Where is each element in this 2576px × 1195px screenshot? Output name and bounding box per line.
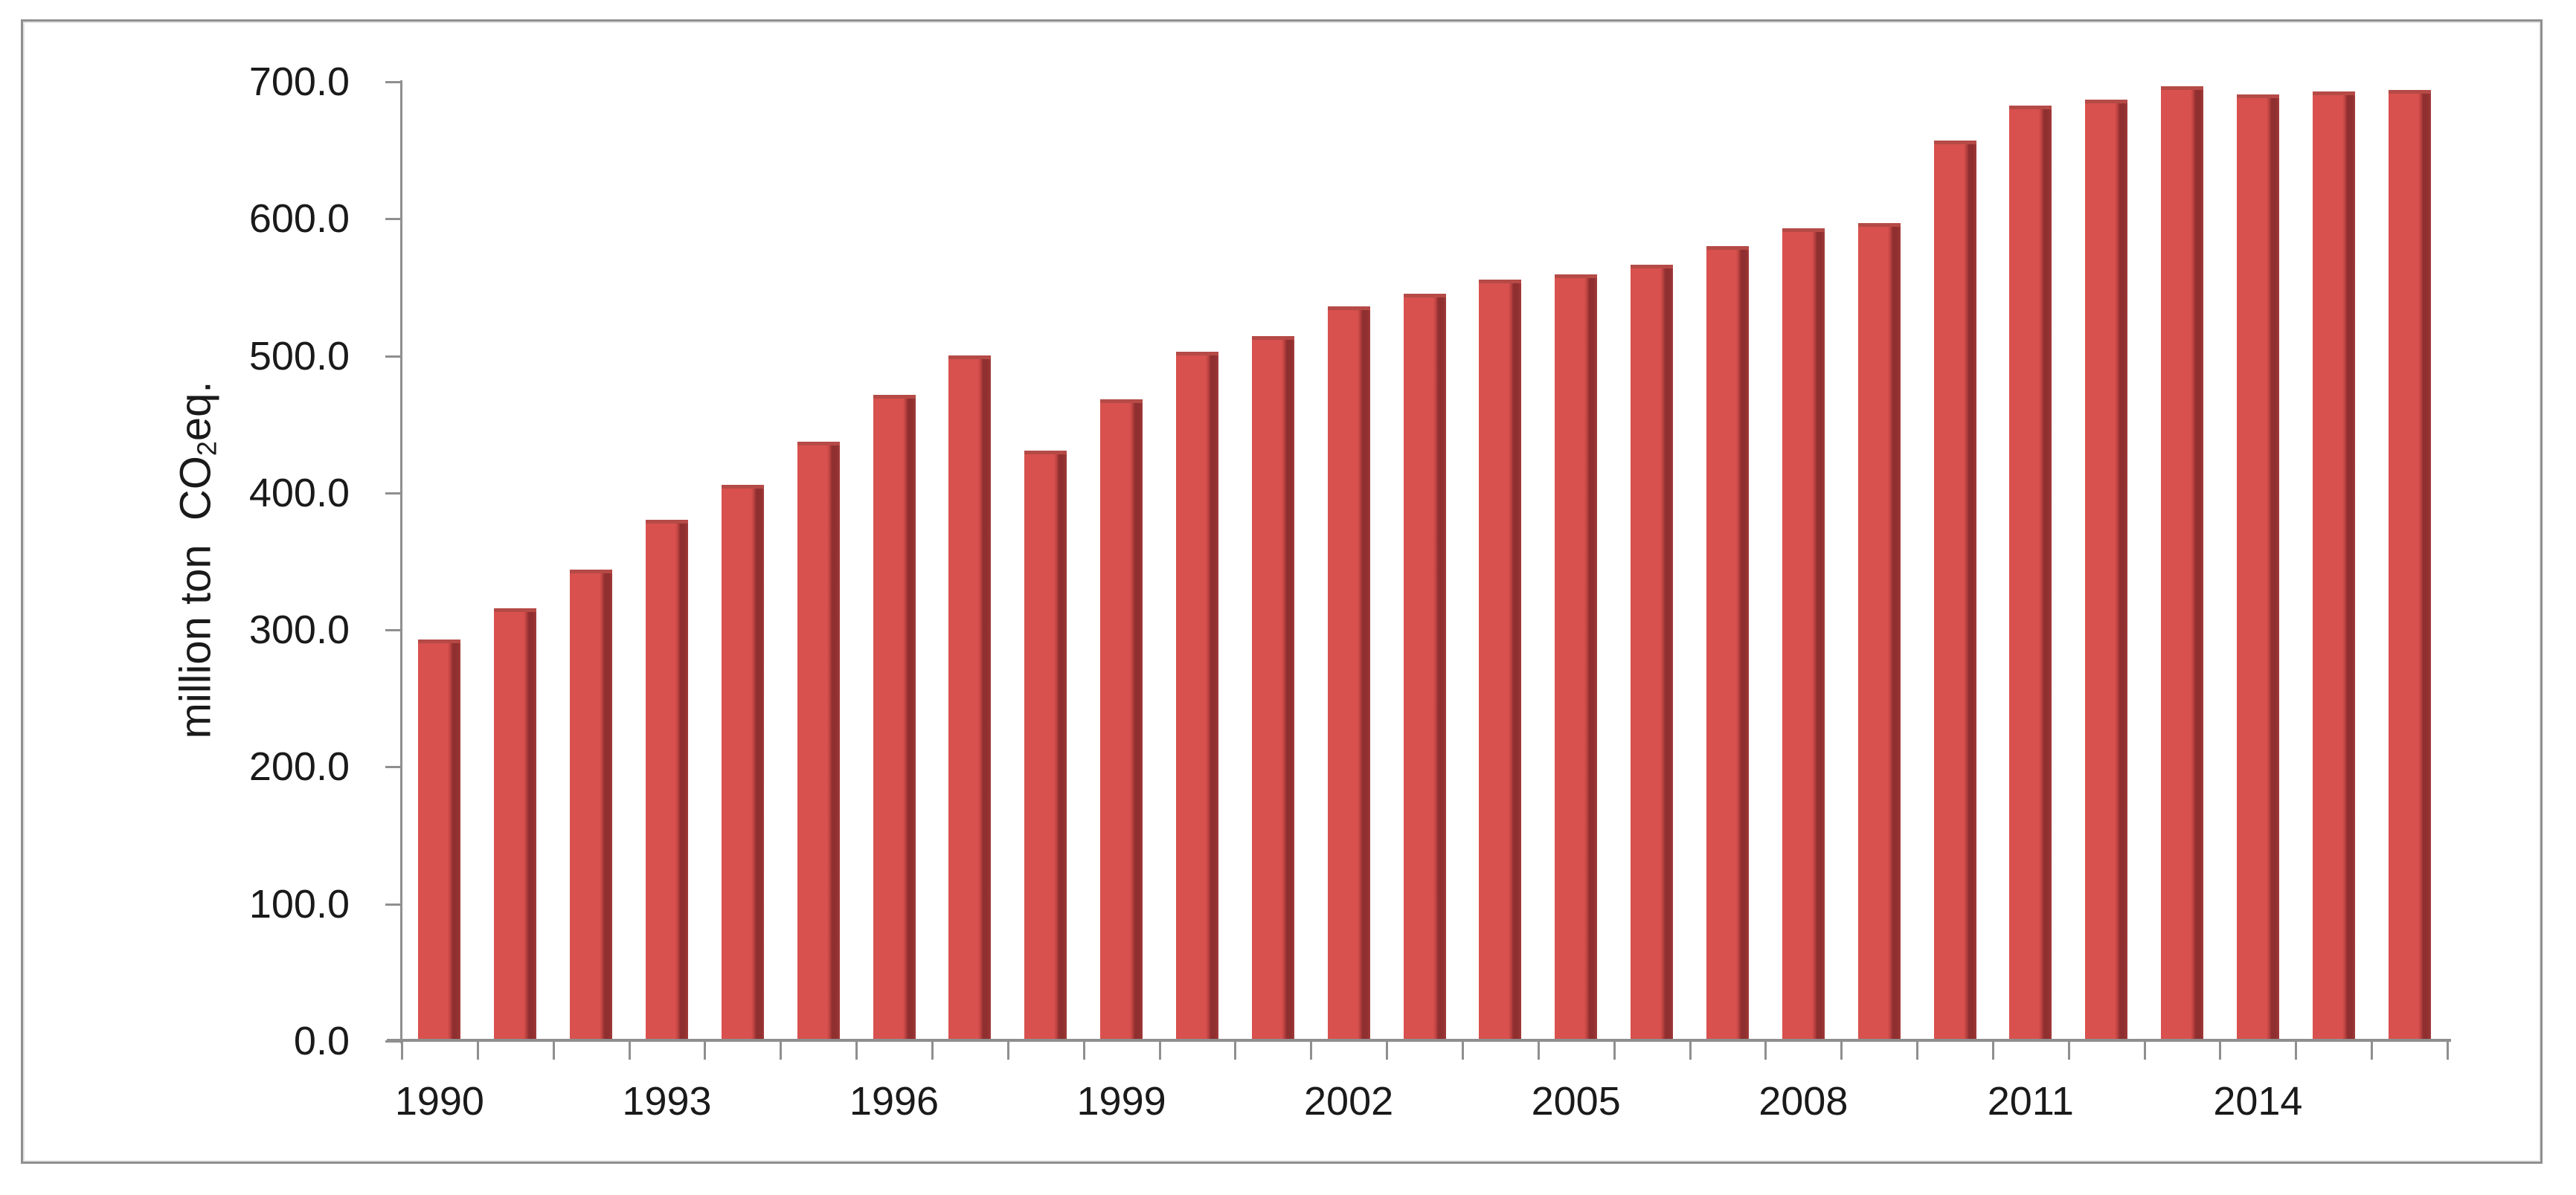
- x-tick-mark: [1764, 1042, 1767, 1060]
- x-tick-mark: [401, 1042, 403, 1060]
- x-tick-label: 1999: [1076, 1079, 1166, 1124]
- x-tick-mark: [1158, 1042, 1161, 1060]
- x-tick-mark: [2295, 1042, 2298, 1060]
- x-tick-mark: [2371, 1042, 2374, 1060]
- x-tick-label: 2008: [1758, 1079, 1849, 1124]
- y-tick-mark: [385, 355, 402, 358]
- y-axis-title: million ton CO2eq.: [171, 381, 222, 739]
- bar-2001: [1251, 336, 1294, 1041]
- x-tick-mark: [704, 1042, 707, 1060]
- bar-2015: [2312, 91, 2355, 1041]
- bar-2004: [1479, 280, 1522, 1041]
- x-tick-mark: [1689, 1042, 1692, 1060]
- y-axis-title-subscript: 2: [191, 441, 222, 457]
- x-tick-mark: [2219, 1042, 2222, 1060]
- y-tick-label: 100.0: [248, 881, 350, 927]
- bar-2005: [1555, 274, 1598, 1041]
- bar-1991: [494, 608, 537, 1041]
- x-tick-mark: [1613, 1042, 1616, 1060]
- bar-2007: [1706, 246, 1749, 1041]
- x-tick-mark: [931, 1042, 934, 1060]
- bar-1990: [418, 640, 461, 1041]
- bar-2014: [2236, 94, 2279, 1041]
- y-axis-title-suffix: eq.: [171, 381, 220, 442]
- y-tick-label: 0.0: [293, 1019, 350, 1063]
- x-tick-label: 2005: [1531, 1079, 1621, 1124]
- bar-2010: [1933, 141, 1976, 1041]
- x-tick-mark: [2067, 1042, 2070, 1060]
- bar-2006: [1631, 265, 1674, 1041]
- x-tick-mark: [1461, 1042, 1464, 1060]
- bar-1993: [646, 520, 688, 1041]
- x-tick-mark: [1537, 1042, 1540, 1060]
- x-tick-mark: [552, 1042, 555, 1060]
- y-tick-mark: [385, 218, 402, 221]
- bar-2002: [1327, 306, 1370, 1041]
- bar-2016: [2388, 90, 2431, 1041]
- y-tick-label: 400.0: [248, 470, 350, 515]
- y-tick-mark: [385, 766, 402, 769]
- x-tick-mark: [1082, 1042, 1085, 1060]
- bar-2003: [1403, 294, 1446, 1041]
- x-tick-label: 2011: [1987, 1079, 2074, 1124]
- bar-1998: [1024, 451, 1067, 1041]
- y-tick-mark: [385, 492, 402, 495]
- x-tick-mark: [1310, 1042, 1313, 1060]
- y-tick-label: 700.0: [248, 59, 350, 104]
- x-tick-mark: [2143, 1042, 2146, 1060]
- x-tick-mark: [855, 1042, 858, 1060]
- x-tick-mark: [2447, 1042, 2449, 1060]
- y-tick-label: 500.0: [248, 333, 350, 379]
- x-tick-mark: [1916, 1042, 1918, 1060]
- bar-1996: [873, 395, 916, 1041]
- x-tick-mark: [780, 1042, 783, 1060]
- bar-1997: [948, 355, 992, 1041]
- x-tick-label: 1990: [394, 1079, 484, 1124]
- x-tick-mark: [1991, 1042, 1994, 1060]
- x-tick-mark: [1006, 1042, 1009, 1060]
- y-tick-label: 600.0: [248, 196, 350, 242]
- x-tick-label: 2014: [2213, 1079, 2303, 1124]
- y-tick-label: 300.0: [248, 608, 350, 653]
- y-tick-label: 200.0: [248, 744, 350, 790]
- x-tick-mark: [1840, 1042, 1843, 1060]
- bar-2000: [1175, 352, 1218, 1041]
- bar-1999: [1100, 399, 1143, 1041]
- y-axis-line: [400, 80, 402, 1043]
- x-tick-label: 2002: [1304, 1079, 1394, 1124]
- x-axis-line: [387, 1039, 2451, 1042]
- y-tick-mark: [385, 629, 402, 632]
- bar-1994: [721, 485, 764, 1041]
- x-tick-mark: [1386, 1042, 1389, 1060]
- x-tick-mark: [1234, 1042, 1237, 1060]
- bar-2009: [1857, 223, 1901, 1041]
- bar-2012: [2085, 100, 2128, 1041]
- x-tick-mark: [476, 1042, 479, 1060]
- x-tick-mark: [628, 1042, 631, 1060]
- bar-2013: [2161, 86, 2203, 1041]
- bar-2008: [1782, 228, 1825, 1041]
- x-tick-label: 1996: [849, 1079, 939, 1124]
- y-tick-mark: [385, 903, 402, 906]
- y-tick-mark: [385, 81, 402, 83]
- bar-2011: [2009, 106, 2052, 1041]
- bar-1995: [797, 442, 840, 1041]
- x-tick-label: 1993: [622, 1079, 712, 1124]
- bar-1992: [570, 570, 613, 1041]
